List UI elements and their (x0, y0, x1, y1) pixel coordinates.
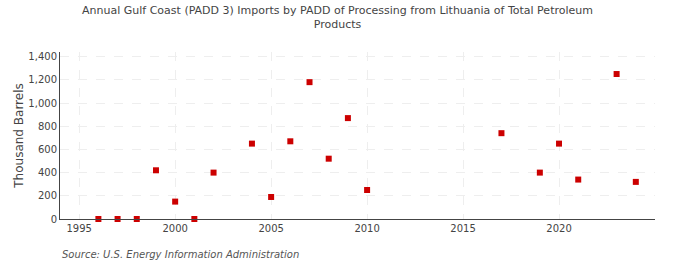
svg-text:400: 400 (38, 167, 57, 178)
svg-text:2005: 2005 (258, 223, 283, 234)
svg-text:1,400: 1,400 (28, 51, 57, 62)
svg-text:600: 600 (38, 144, 57, 155)
svg-text:Annual Gulf Coast (PADD 3) Imp: Annual Gulf Coast (PADD 3) Imports by PA… (82, 4, 593, 31)
svg-text:1,000: 1,000 (28, 98, 57, 109)
svg-text:2020: 2020 (546, 223, 571, 234)
svg-text:0: 0 (51, 214, 57, 225)
svg-text:2010: 2010 (354, 223, 379, 234)
svg-text:1995: 1995 (66, 223, 91, 234)
svg-text:200: 200 (38, 190, 57, 201)
svg-text:2015: 2015 (450, 223, 475, 234)
svg-text:1,200: 1,200 (28, 74, 57, 85)
svg-text:Thousand Barrels: Thousand Barrels (12, 83, 26, 188)
svg-text:Source: U.S. Energy Informatio: Source: U.S. Energy Information Administ… (62, 249, 299, 260)
svg-text:2000: 2000 (162, 223, 187, 234)
svg-text:800: 800 (38, 121, 57, 132)
